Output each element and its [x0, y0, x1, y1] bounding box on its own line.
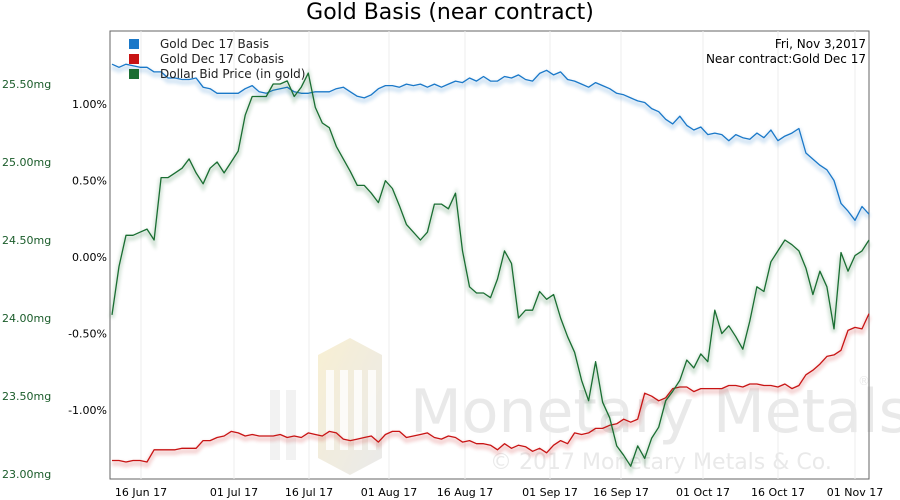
left-tick-label: 23.50mg	[2, 390, 51, 403]
legend-swatch	[129, 54, 139, 64]
legend-label: Gold Dec 17 Cobasis	[160, 52, 284, 66]
right-tick-label: 0.50%	[72, 175, 107, 188]
dollar-bid-price-in-gold-line	[111, 72, 870, 467]
gold-dec-17-basis-shadow	[110, 64, 871, 228]
x-tick-label: 16 Jul 17	[285, 486, 333, 499]
monetary-metals-logo-icon	[270, 338, 382, 475]
left-tick-label: 25.50mg	[2, 78, 51, 91]
x-tick-label: 01 Aug 17	[361, 486, 417, 499]
right-tick-label: 1.00%	[72, 98, 107, 111]
right-axis-ticks: 1.00% 0.50% 0.00% -0.50% -1.00%	[68, 98, 107, 417]
x-tick-label: 01 Jul 17	[210, 486, 258, 499]
left-tick-label: 24.50mg	[2, 234, 51, 247]
left-axis-ticks: 25.50mg 25.00mg 24.50mg 24.00mg 23.50mg 23.00…	[2, 78, 51, 481]
gold-dec-17-cobasis-shadow	[112, 315, 872, 468]
x-tick-label: 01 Oct 17	[676, 486, 730, 499]
x-grid-lines	[140, 31, 856, 479]
legend-swatch	[129, 39, 139, 49]
x-tick-label: 16 Jun 17	[115, 486, 167, 499]
watermark-registered: ®	[858, 374, 870, 388]
left-tick-label: 25.00mg	[2, 156, 51, 169]
legend-swatch	[129, 69, 139, 79]
chart-title: Gold Basis (near contract)	[306, 0, 594, 25]
right-tick-label: -0.50%	[68, 328, 107, 341]
gold-dec-17-basis-line	[111, 63, 870, 221]
date-label: Fri, Nov 3,2017	[775, 37, 866, 51]
x-tick-label: 01 Nov 17	[827, 486, 883, 499]
gold-dec-17-cobasis-line	[112, 313, 870, 463]
x-tick-label: 16 Aug 17	[437, 486, 493, 499]
right-tick-label: 0.00%	[72, 251, 107, 264]
x-tick-label: 01 Sep 17	[522, 486, 578, 499]
legend-label: Dollar Bid Price (in gold)	[160, 67, 305, 81]
series-layer	[109, 63, 872, 475]
x-axis-ticks: 16 Jun 17 01 Jul 17 16 Jul 17 01 Aug 17 16 A…	[115, 486, 883, 499]
dollar-bid-price-in-gold-shadow	[109, 68, 872, 475]
plot-area-border	[109, 30, 870, 480]
left-tick-label: 23.00mg	[2, 468, 51, 481]
x-tick-label: 16 Sep 17	[593, 486, 649, 499]
left-tick-label: 24.00mg	[2, 312, 51, 325]
right-tick-label: -1.00%	[68, 404, 107, 417]
legend-label: Gold Dec 17 Basis	[160, 37, 269, 51]
near-contract-label: Near contract:Gold Dec 17	[706, 52, 866, 66]
x-tick-label: 16 Oct 17	[751, 486, 805, 499]
monetary-metals-watermark: Monetary Metals ® © 2017 Monetary Metals…	[270, 338, 900, 475]
